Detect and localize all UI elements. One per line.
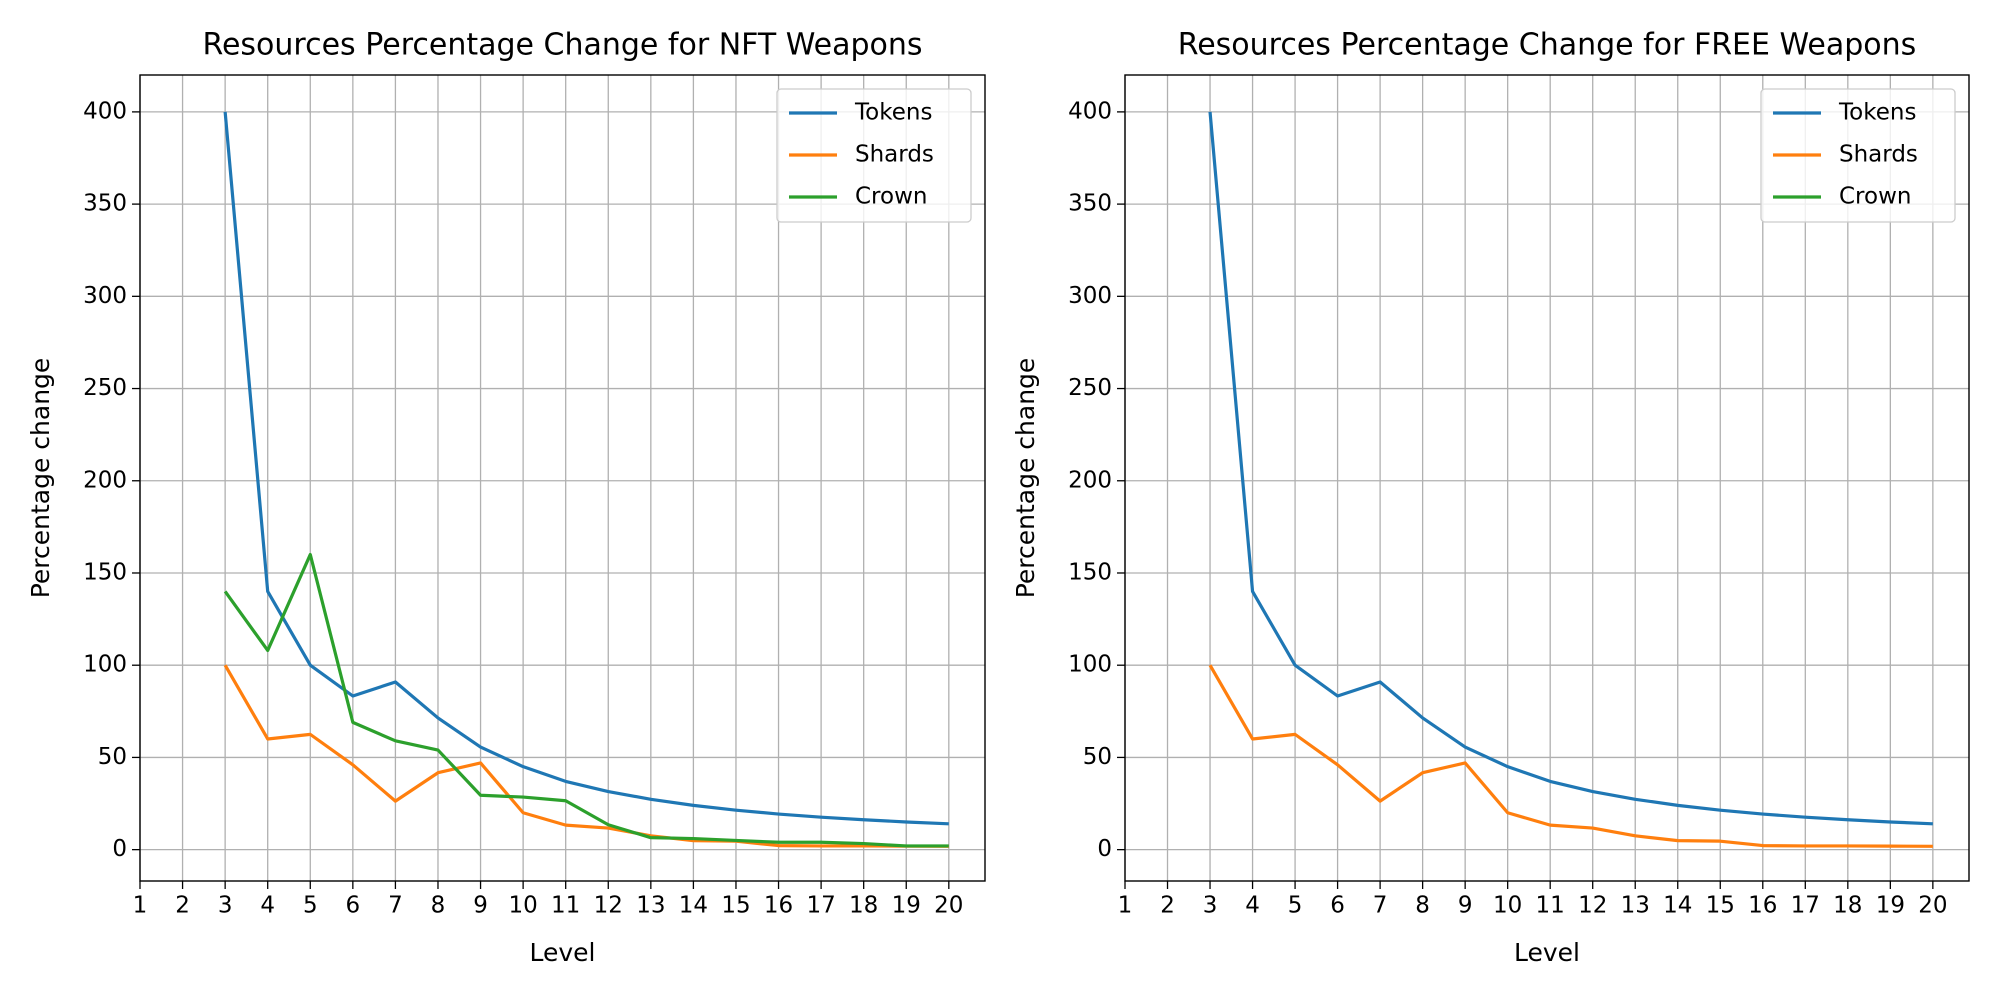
- y-tick-label: 200: [1068, 467, 1112, 493]
- y-tick-label: 100: [1068, 652, 1112, 678]
- y-tick-label: 0: [112, 836, 127, 862]
- x-tick-label: 11: [1536, 893, 1565, 919]
- y-tick-label: 250: [1068, 375, 1112, 401]
- y-tick-label: 350: [1068, 191, 1112, 217]
- x-tick-label: 4: [1245, 893, 1260, 919]
- legend-label: Tokens: [854, 100, 932, 126]
- x-tick-label: 9: [1458, 893, 1473, 919]
- x-tick-label: 8: [431, 893, 446, 919]
- line: [223, 664, 949, 848]
- x-tick-label: 17: [806, 893, 835, 919]
- y-tick-label: 400: [83, 98, 127, 124]
- x-tick-label: 8: [1415, 893, 1430, 919]
- chart: Resources Percentage Change for FREE Wea…: [1011, 28, 1970, 967]
- x-tick-label: 6: [1330, 893, 1345, 919]
- y-tick-label: 0: [1097, 836, 1112, 862]
- x-tick-label: 1: [133, 893, 148, 919]
- x-tick-label: 9: [473, 893, 488, 919]
- x-tick-label: 6: [346, 893, 361, 919]
- x-tick-label: 18: [849, 893, 878, 919]
- legend: Tokens Shards Crown: [1760, 88, 1956, 223]
- y-tick-label: 150: [83, 559, 127, 585]
- x-tick-label: 16: [764, 893, 793, 919]
- x-tick-label: 13: [1621, 893, 1650, 919]
- y-axis-label: Percentage change: [26, 358, 55, 599]
- x-tick-label: 3: [1203, 893, 1218, 919]
- y-tick-label: 50: [1083, 744, 1112, 770]
- x-tick-label: 5: [303, 893, 318, 919]
- y-tick-label: 250: [83, 375, 127, 401]
- y-tick-label: 50: [98, 744, 127, 770]
- x-tick-label: 11: [551, 893, 580, 919]
- legend-label: Crown: [855, 184, 927, 210]
- x-tick-label: 20: [934, 893, 963, 919]
- axes-frame: [1124, 74, 1970, 882]
- x-tick-label: 12: [594, 893, 623, 919]
- x-tick-label: 14: [679, 893, 708, 919]
- x-tick-label: 12: [1578, 893, 1607, 919]
- line: [1208, 664, 1933, 848]
- x-tick-label: 19: [892, 893, 921, 919]
- x-tick-label: 1: [1118, 893, 1133, 919]
- legend: Tokens Shards Crown: [776, 88, 972, 223]
- x-tick-label: 2: [175, 893, 190, 919]
- x-tick-label: 5: [1288, 893, 1303, 919]
- y-axis-label: Percentage change: [1011, 358, 1040, 599]
- legend-box: [1760, 88, 1956, 223]
- y-tick-label: 300: [83, 283, 127, 309]
- x-tick-label: 17: [1791, 893, 1820, 919]
- x-tick-label: 20: [1918, 893, 1947, 919]
- x-tick-label: 14: [1663, 893, 1692, 919]
- x-axis-label: Level: [1514, 938, 1580, 967]
- x-tick-label: 16: [1748, 893, 1777, 919]
- axes-frame: [139, 74, 986, 882]
- line: [223, 552, 949, 848]
- chart-title: Resources Percentage Change for FREE Wea…: [1178, 28, 1917, 63]
- y-tick-label: 400: [1068, 98, 1112, 124]
- x-tick-label: 10: [508, 893, 537, 919]
- x-tick-label: 3: [218, 893, 233, 919]
- x-tick-label: 15: [1706, 893, 1735, 919]
- y-tick-label: 150: [1068, 559, 1112, 585]
- legend-label: Tokens: [1838, 100, 1916, 126]
- legend-label: Shards: [855, 142, 934, 168]
- legend-label: Shards: [1839, 142, 1918, 168]
- x-tick-label: 2: [1160, 893, 1175, 919]
- line: [1208, 111, 1933, 826]
- x-tick-label: 7: [1373, 893, 1388, 919]
- chart-title: Resources Percentage Change for NFT Weap…: [202, 28, 922, 63]
- chart: Resources Percentage Change for NFT Weap…: [26, 28, 986, 967]
- legend-label: Crown: [1839, 184, 1911, 210]
- x-tick-label: 4: [260, 893, 275, 919]
- x-tick-label: 10: [1493, 893, 1522, 919]
- y-tick-label: 200: [83, 467, 127, 493]
- x-axis-label: Level: [530, 938, 596, 967]
- x-tick-label: 18: [1833, 893, 1862, 919]
- y-tick-label: 100: [83, 652, 127, 678]
- x-tick-label: 19: [1876, 893, 1905, 919]
- x-tick-label: 15: [721, 893, 750, 919]
- y-tick-label: 300: [1068, 283, 1112, 309]
- legend-box: [776, 88, 972, 223]
- x-tick-label: 13: [636, 893, 665, 919]
- x-tick-label: 7: [388, 893, 403, 919]
- y-tick-label: 350: [83, 191, 127, 217]
